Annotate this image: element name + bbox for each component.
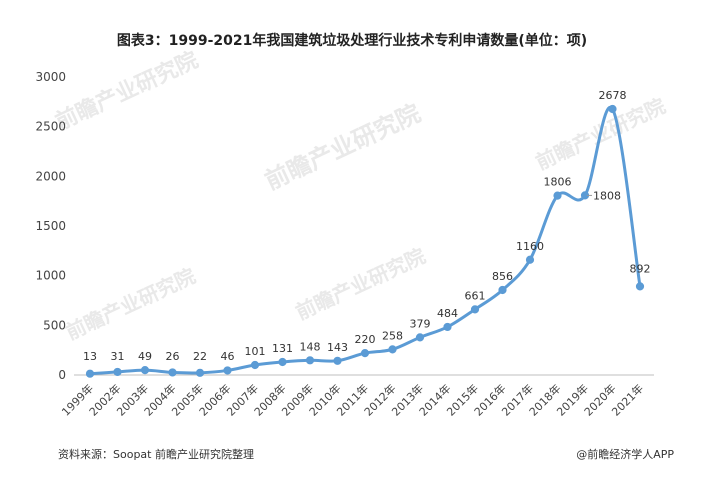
- data-label: 856: [492, 270, 513, 283]
- data-point: [608, 104, 617, 114]
- data-point: [525, 255, 535, 264]
- watermark-text: 前瞻产业研究院: [52, 47, 203, 136]
- data-point: [113, 367, 122, 377]
- data-label: 258: [382, 329, 403, 342]
- y-tick-label: 2000: [35, 169, 66, 183]
- data-labels: 13 31 49 26 22 46 101 131 148 143 220 258 379 484 661 8…: [83, 89, 651, 363]
- data-label: 220: [355, 333, 376, 346]
- data-point: [360, 349, 370, 358]
- data-label: 148: [300, 340, 321, 353]
- data-point: [305, 356, 315, 365]
- data-label: 1160: [516, 240, 544, 253]
- data-label: 892: [630, 262, 651, 275]
- y-tick-label: 500: [43, 318, 66, 332]
- data-point: [195, 368, 205, 377]
- data-point: [635, 282, 645, 291]
- x-axis: 1999年2002年2003年2004年2005年2006年2007年2008年…: [59, 374, 654, 419]
- data-label: 661: [465, 289, 486, 302]
- data-point: [553, 191, 562, 200]
- y-tick-label: 1000: [35, 269, 66, 283]
- data-label: 31: [111, 350, 125, 363]
- data-point: [278, 357, 287, 367]
- watermark-text: 前瞻产业研究院: [292, 244, 429, 325]
- data-point: [140, 366, 150, 375]
- chart-title: 图表3：1999-2021年我国建筑垃圾处理行业技术专利申请数量(单位：项): [116, 33, 588, 49]
- data-label: 101: [245, 345, 266, 358]
- watermark-text: 前瞻产业研究院: [62, 264, 199, 345]
- data-point: [470, 305, 480, 314]
- data-series: [85, 104, 645, 378]
- data-point: [223, 366, 232, 375]
- source-note: 资料来源：Soopat 前瞻产业研究院整理: [58, 448, 254, 461]
- data-label: 2678: [599, 89, 627, 102]
- y-tick-label: 2500: [35, 120, 66, 134]
- data-point: [85, 369, 95, 378]
- data-label: 379: [410, 317, 431, 330]
- data-point: [415, 333, 425, 342]
- data-point: [250, 360, 260, 370]
- data-label: 13: [83, 350, 97, 363]
- data-label: 131: [272, 342, 293, 355]
- y-tick-label: 1500: [35, 219, 66, 233]
- data-label: 22: [193, 350, 207, 363]
- data-label: 143: [327, 341, 348, 354]
- y-tick-label: 0: [58, 368, 66, 382]
- data-point: [388, 345, 397, 354]
- data-label: 46: [221, 350, 235, 363]
- y-axis: 0 500 1000 1500 2000 2500 3000: [35, 70, 66, 382]
- y-tick-label: 3000: [35, 70, 66, 84]
- data-point: [168, 368, 177, 377]
- watermark-text: 前瞻产业研究院: [261, 99, 425, 195]
- series-line: [89, 105, 642, 376]
- data-label: 26: [166, 350, 180, 363]
- credit-note: @前瞻经济学人APP: [576, 448, 674, 461]
- data-label: 1808: [593, 189, 621, 202]
- data-label: 1806: [544, 176, 572, 189]
- data-point: [498, 285, 507, 295]
- data-label: 49: [138, 350, 152, 363]
- data-label: 484: [437, 307, 458, 320]
- data-point: [443, 322, 452, 332]
- data-point: [333, 356, 342, 365]
